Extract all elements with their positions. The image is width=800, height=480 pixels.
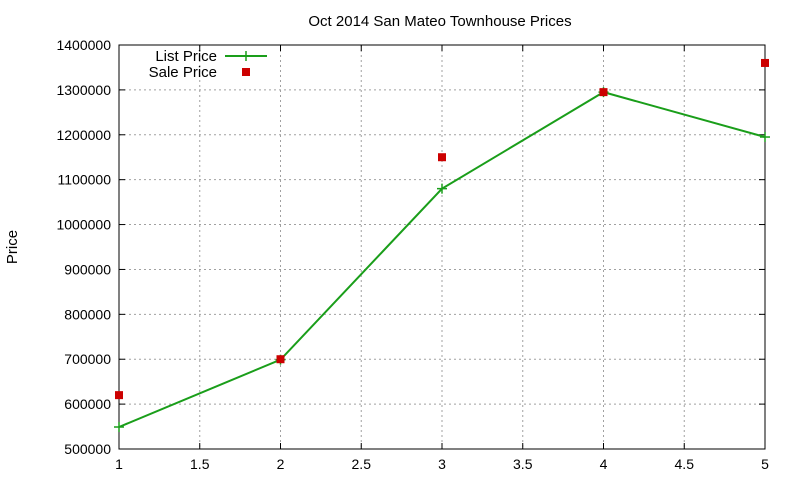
sale-price-point	[276, 355, 285, 364]
x-tick-label: 2	[277, 456, 285, 472]
axes: 1 1.5 2 2.5 3 3.5 4 4.5 5 500000 600000 700000 80000…	[56, 37, 769, 472]
y-tick-label: 1200000	[56, 127, 111, 143]
legend-label-list-price: List Price	[155, 48, 217, 65]
y-tick-label: 1400000	[56, 37, 111, 53]
x-tick-label: 4	[600, 456, 608, 472]
x-tick-label: 1.5	[190, 456, 210, 472]
x-tick-label: 2.5	[352, 456, 372, 472]
y-tick-label: 1000000	[56, 217, 111, 233]
series-sale-price	[115, 58, 769, 400]
y-tick-label: 500000	[64, 441, 111, 457]
series-layer	[114, 58, 770, 433]
y-tick-label: 900000	[64, 261, 111, 277]
legend-marker-list-price	[241, 51, 251, 61]
sale-price-point	[438, 153, 446, 162]
grid	[119, 45, 765, 449]
x-tick-label: 1	[115, 456, 123, 472]
y-tick-label: 600000	[64, 396, 111, 412]
y-tick-label: 800000	[64, 306, 111, 322]
list-price-point	[437, 183, 447, 194]
legend-label-sale-price: Sale Price	[149, 64, 217, 81]
legend-marker-sale-price	[242, 68, 250, 76]
y-tick-label: 1100000	[58, 172, 112, 188]
x-tick-label: 4.5	[675, 456, 695, 472]
y-tick-label: 1300000	[56, 82, 111, 98]
y-axis-label: Price	[4, 230, 21, 264]
x-tick-label: 5	[761, 456, 769, 472]
sale-price-point	[761, 58, 769, 67]
chart-title: Oct 2014 San Mateo Townhouse Prices	[308, 13, 571, 30]
y-tick-label: 700000	[64, 351, 111, 367]
list-price-point	[760, 132, 770, 143]
list-price-point	[114, 422, 124, 433]
sale-price-point	[599, 88, 608, 97]
sale-price-point	[115, 391, 123, 400]
x-tick-label: 3	[438, 456, 446, 472]
x-tick-label: 3.5	[513, 456, 533, 472]
